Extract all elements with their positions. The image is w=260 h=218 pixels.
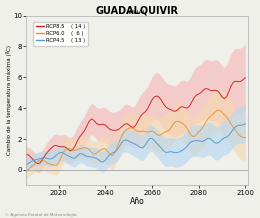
Legend: RCP8.5    ( 14 ), RCP6.0    (  6 ), RCP4.5    ( 13 ): RCP8.5 ( 14 ), RCP6.0 ( 6 ), RCP4.5 ( 13… [33,22,88,46]
X-axis label: Año: Año [129,197,144,206]
Text: ANUAL: ANUAL [126,10,147,15]
Y-axis label: Cambio de la temperatura máxima (ºC): Cambio de la temperatura máxima (ºC) [5,45,11,155]
Text: © Agencia Estatal de Meteorología: © Agencia Estatal de Meteorología [5,213,77,217]
Title: GUADALQUIVIR: GUADALQUIVIR [95,5,178,15]
